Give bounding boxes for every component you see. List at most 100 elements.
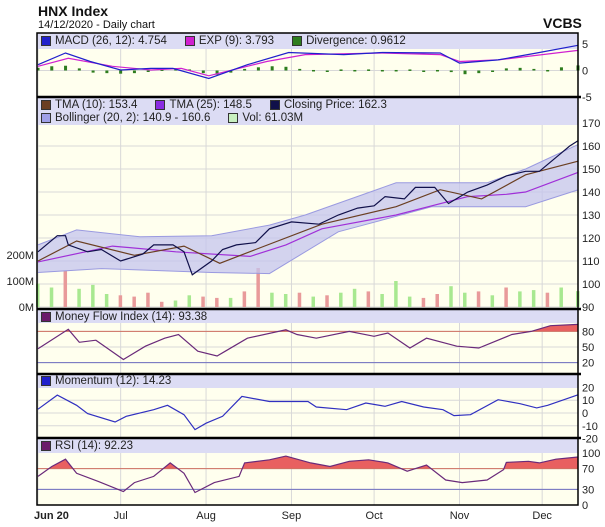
legend-label: EXP (9): 3.793	[198, 35, 275, 47]
volume-bar	[104, 294, 109, 307]
volume-bar	[270, 292, 274, 307]
volume-bar	[159, 301, 164, 307]
divergence-bar	[270, 66, 274, 71]
legend-macd: MACD (26, 12): 4.754	[41, 35, 167, 47]
volume-bar	[518, 291, 522, 307]
y-tick-label: 100	[582, 279, 600, 291]
y-tick-label: 110	[582, 256, 600, 268]
divergence-bar	[312, 69, 315, 72]
divergence-bar	[160, 69, 164, 71]
mfi-legend: Money Flow Index (14): 93.38	[41, 311, 207, 323]
volume-bar	[449, 286, 453, 307]
x-tick-label: Oct	[366, 510, 383, 522]
legend-swatch-icon	[41, 36, 51, 46]
volume-bar	[49, 287, 54, 307]
divergence-bar	[298, 68, 302, 71]
divergence-bar	[50, 66, 54, 71]
divergence-bar	[64, 65, 68, 71]
legend-label: Vol: 61.03M	[242, 112, 304, 124]
divergence-bar	[77, 68, 81, 71]
chart-subtitle: 14/12/2020 - Daily chart	[38, 19, 155, 31]
chart-title: HNX Index	[38, 3, 109, 19]
divergence-bar	[435, 69, 439, 72]
volume-tick-label: 0M	[19, 302, 34, 314]
legend-bollinger: Bollinger (20, 2): 140.9 - 160.6	[41, 112, 210, 124]
x-tick-label: Nov	[450, 510, 470, 522]
legend-label: Momentum (12): 14.23	[55, 375, 172, 387]
macd-legend: MACD (26, 12): 4.754 EXP (9): 3.793 Dive…	[41, 35, 406, 47]
divergence-bar	[380, 69, 384, 72]
legend-swatch-icon	[41, 312, 51, 322]
y-tick-label: 5	[582, 39, 588, 51]
divergence-bar	[546, 69, 550, 72]
volume-bar	[504, 287, 508, 307]
closing-price-line	[37, 140, 579, 276]
legend-label: MACD (26, 12): 4.754	[55, 35, 167, 47]
y-tick-label: 140	[582, 187, 600, 199]
divergence-bar	[504, 68, 508, 71]
price-legend-row1: TMA (10): 153.4 TMA (25): 148.5 Closing …	[41, 99, 387, 111]
divergence-bar	[243, 68, 247, 71]
volume-bar	[63, 270, 68, 307]
volume-bar	[187, 295, 192, 307]
volume-bar	[325, 295, 329, 307]
volume-bar	[476, 291, 481, 307]
volume-bar	[311, 296, 315, 307]
volume-bar	[463, 292, 467, 307]
divergence-bar	[408, 69, 412, 71]
y-tick-label: 80	[582, 326, 594, 338]
volume-bar	[201, 296, 205, 307]
divergence-bar	[256, 67, 260, 71]
legend-tma10: TMA (10): 153.4	[41, 99, 137, 111]
volume-bar	[77, 288, 81, 307]
volume-bar	[435, 294, 439, 307]
bollinger-lower-line	[37, 189, 579, 275]
y-tick-label: 30	[582, 484, 594, 496]
panel-legend-band	[37, 33, 578, 49]
legend-label: Divergence: 0.9612	[306, 35, 406, 47]
y-tick-label: 90	[582, 302, 594, 314]
legend-label: Bollinger (20, 2): 140.9 - 160.6	[55, 112, 211, 124]
y-tick-label: -10	[582, 421, 598, 433]
divergence-bar	[119, 70, 123, 74]
y-tick-label: 130	[582, 210, 600, 222]
divergence-bar	[491, 70, 495, 72]
divergence-bar	[477, 70, 481, 74]
legend-label: TMA (10): 153.4	[55, 99, 138, 111]
x-tick-label: Jun 20	[34, 510, 69, 522]
x-tick-label: Dec	[532, 510, 552, 522]
divergence-bar	[353, 69, 357, 72]
divergence-bar	[518, 67, 522, 71]
macd-line	[37, 44, 579, 80]
rsi-line	[37, 455, 579, 494]
divergence-bar	[367, 69, 371, 71]
divergence-bar	[449, 70, 453, 73]
legend-swatch-icon	[269, 100, 280, 110]
panel-legend-band	[37, 97, 578, 125]
legend-swatch-icon	[184, 36, 195, 46]
volume-bar	[339, 292, 343, 307]
legend-swatch-icon	[41, 376, 51, 386]
y-tick-label: 70	[582, 464, 594, 476]
divergence-bar	[91, 70, 95, 73]
exp-line	[37, 49, 579, 77]
tma10-line	[37, 160, 579, 264]
y-tick-label: 20	[582, 358, 594, 370]
divergence-bar	[36, 67, 40, 71]
y-tick-label: 150	[582, 164, 600, 176]
legend-momentum: Momentum (12): 14.23	[41, 375, 171, 387]
overbought-area	[48, 456, 578, 469]
volume-bar	[146, 292, 150, 307]
volume-bar	[173, 300, 178, 307]
y-tick-label: 10	[582, 395, 594, 407]
volume-bar	[380, 294, 384, 307]
divergence-bar	[132, 70, 136, 74]
x-tick-label: Sep	[282, 510, 302, 522]
divergence-bar	[215, 70, 219, 75]
brand-label: VCBS	[543, 15, 582, 31]
legend-swatch-icon	[228, 113, 239, 123]
divergence-bar	[284, 66, 288, 71]
volume-bar	[394, 281, 398, 307]
y-tick-label: 50	[582, 342, 594, 354]
